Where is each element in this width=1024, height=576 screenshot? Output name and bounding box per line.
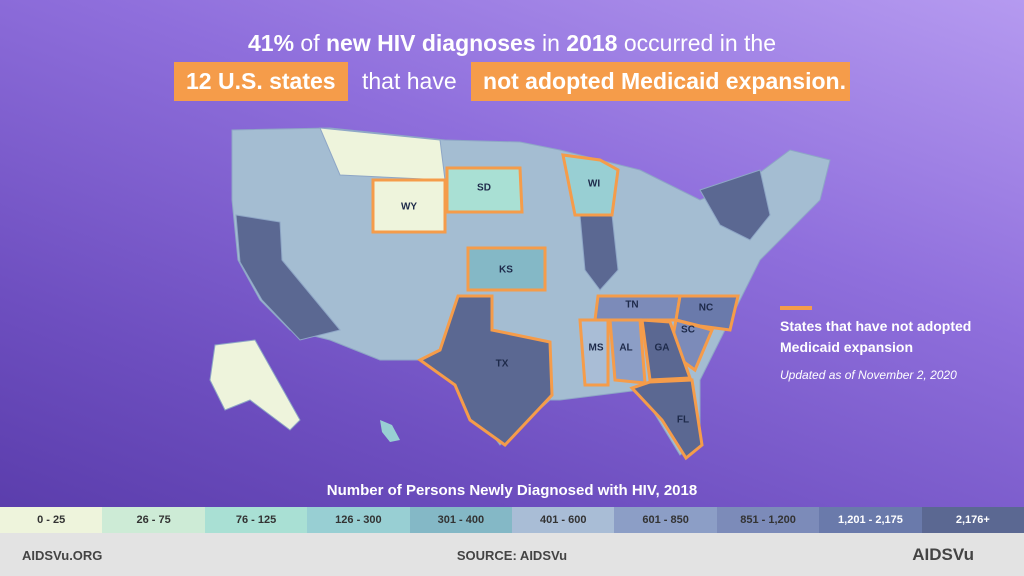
headline-text: 41% xyxy=(247,30,295,56)
non-expansion-state xyxy=(674,294,740,332)
note: States that have not adopted Medicaid ex… xyxy=(780,316,1010,382)
state-label: WI xyxy=(588,179,600,190)
scale-bin: 1,201 - 2,175 xyxy=(819,507,922,533)
hawaii xyxy=(380,420,400,442)
state-shape xyxy=(235,214,341,341)
headline-text: not adopted Medicaid expansion xyxy=(483,68,840,94)
state-shape xyxy=(699,169,771,241)
scale-title: Number of Persons Newly Diagnosed with H… xyxy=(326,482,698,499)
non-expansion-state xyxy=(578,318,610,387)
headline-text: occurred in the xyxy=(623,30,776,56)
state-label: KS xyxy=(499,265,513,276)
state-label: MS xyxy=(589,343,604,354)
footer-logo: AIDSVu xyxy=(912,545,974,564)
state-label: TN xyxy=(625,300,638,311)
state-label: AL xyxy=(619,343,632,354)
headline-1: 41% of new HIV diagnoses in 2018 occurre… xyxy=(0,30,1024,57)
scale-bin: 2,176+ xyxy=(921,507,1024,533)
headline-text: in xyxy=(542,30,560,56)
alaska xyxy=(209,339,301,431)
note-updated: Updated as of November 2, 2020 xyxy=(780,368,957,382)
highlight: 12 U.S. states xyxy=(174,62,348,101)
non-expansion-state xyxy=(466,246,547,292)
scale-bin: 0 - 25 xyxy=(0,507,103,533)
non-expansion-state xyxy=(629,378,704,461)
headline-text: that have xyxy=(362,68,457,94)
headline-text: of xyxy=(300,30,320,56)
scale-bin: 401 - 600 xyxy=(512,507,615,533)
non-expansion-state xyxy=(561,153,620,217)
non-expansion-state xyxy=(417,294,554,447)
headline-text: new HIV diagnoses xyxy=(326,30,536,56)
state-label: SD xyxy=(477,183,491,194)
headline-2: 12 U.S. states that have not adopted Med… xyxy=(0,62,1024,101)
scale: 0 - 25 26 - 75 76 - 125 126 - 300 301 - 400 4… xyxy=(0,507,1024,533)
non-expansion-state xyxy=(371,178,447,234)
note-label: States that have not adopted Medicaid ex… xyxy=(780,318,972,355)
non-expansion-state xyxy=(445,166,524,214)
state-shape xyxy=(319,127,446,181)
scale-bin: 301 - 400 xyxy=(409,507,513,533)
headline-text: . xyxy=(839,68,846,94)
scale-bin: 126 - 300 xyxy=(307,507,410,533)
non-expansion-state xyxy=(640,318,693,382)
scale-bin: 76 - 125 xyxy=(204,507,308,533)
footer-left: AIDSVu.ORG xyxy=(22,548,103,563)
state-label: NC xyxy=(699,303,713,314)
scale-bin: 601 - 850 xyxy=(614,507,717,533)
headline-text: 2018 xyxy=(566,30,618,56)
map: WY SD KS WI TX TN NC SC MS AL GA FL xyxy=(209,127,831,461)
state-label: WY xyxy=(401,202,417,213)
footer-center: SOURCE: AIDSVu xyxy=(456,548,568,563)
highlight: not adopted Medicaid expansion. xyxy=(471,62,850,101)
scale-bin: 851 - 1,200 xyxy=(716,507,820,533)
state-label: TX xyxy=(496,359,509,370)
footer: AIDSVu.ORG SOURCE: AIDSVu AIDSVu xyxy=(0,533,1024,576)
state-label: GA xyxy=(655,343,670,354)
state-label: SC xyxy=(681,325,695,336)
scale-bin: 26 - 75 xyxy=(102,507,205,533)
state-label: FL xyxy=(677,415,689,426)
